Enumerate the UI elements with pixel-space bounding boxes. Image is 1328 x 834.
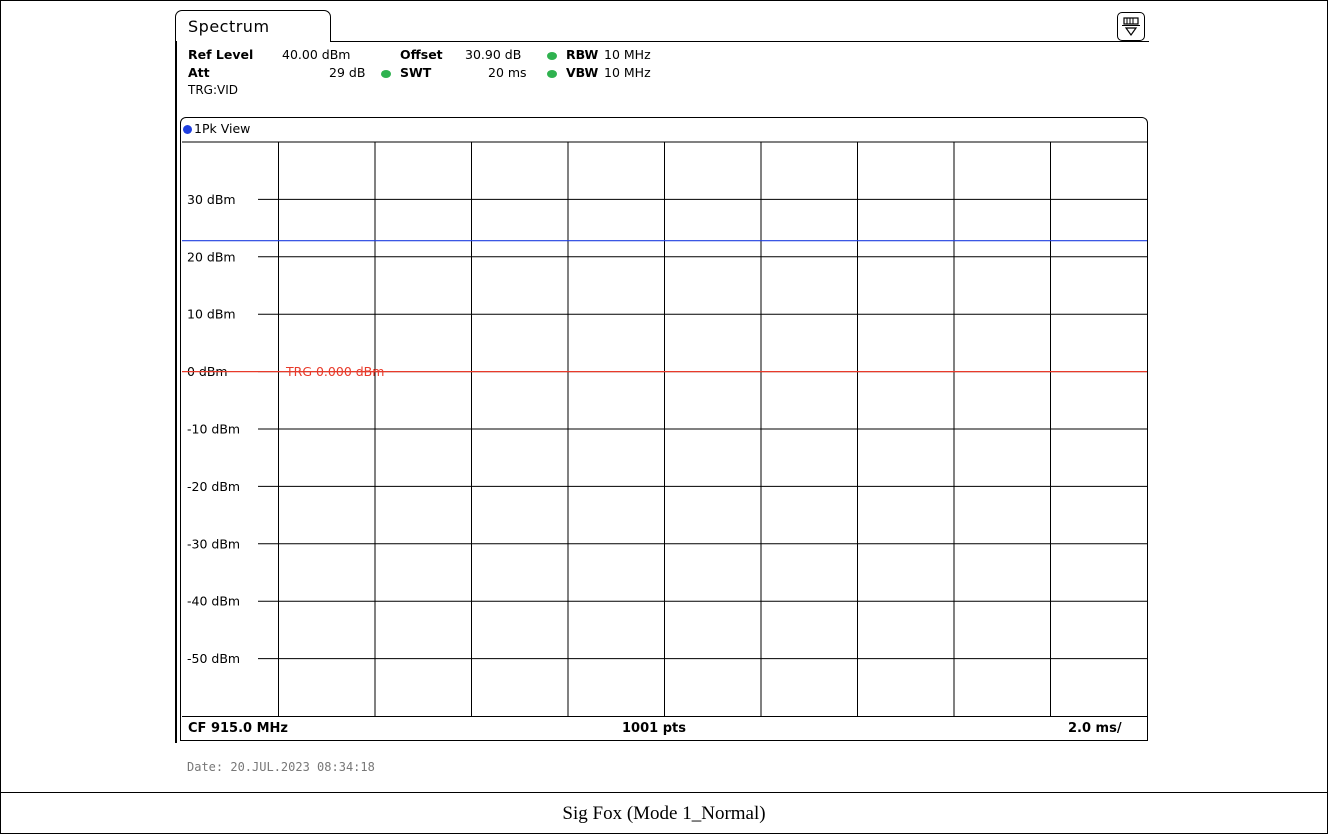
frame-left-border <box>175 41 177 743</box>
footer-separator <box>182 716 1147 717</box>
rbw-indicator-icon <box>547 52 557 60</box>
tab-spectrum[interactable]: Spectrum <box>175 10 331 42</box>
swt-indicator-icon <box>547 70 557 78</box>
att-indicator-icon <box>381 70 391 78</box>
plot-grid <box>182 141 1147 716</box>
y-tick-label: 30 dBm <box>187 192 236 207</box>
ref-level-label: Ref Level <box>188 47 254 62</box>
y-tick-label: 10 dBm <box>187 307 236 322</box>
view-label: 1Pk View <box>194 121 251 136</box>
offset-label: Offset <box>400 47 443 62</box>
y-tick-label: -30 dBm <box>187 536 240 551</box>
view-window <box>180 117 1148 741</box>
tab-label: Spectrum <box>188 17 270 36</box>
att-label: Att <box>188 65 210 80</box>
rbw-label: RBW <box>566 47 599 62</box>
time-per-division: 2.0 ms/ <box>1068 721 1122 736</box>
vbw-value: 10 MHz <box>604 65 651 80</box>
screenshot-date: Date: 20.JUL.2023 08:34:18 <box>187 760 375 774</box>
trigger-level-label: TRG 0.000 dBm <box>285 364 384 379</box>
swt-value: 20 ms <box>488 65 527 80</box>
ref-level-value: 40.00 dBm <box>282 47 351 62</box>
display-menu-button[interactable] <box>1117 12 1145 41</box>
vbw-label: VBW <box>566 65 599 80</box>
trigger-mode: TRG:VID <box>188 83 238 97</box>
plot-traces: TRG 0.000 dBm <box>182 240 1147 379</box>
rbw-value: 10 MHz <box>604 47 651 62</box>
y-tick-label: -50 dBm <box>187 651 240 666</box>
view-indicator-icon <box>183 125 192 134</box>
att-value: 29 dB <box>329 65 366 80</box>
caption-separator <box>0 792 1328 793</box>
center-frequency: CF 915.0 MHz <box>188 721 288 736</box>
y-tick-label: -20 dBm <box>187 479 240 494</box>
display-menu-icon <box>1122 17 1140 37</box>
y-tick-label: -10 dBm <box>187 422 240 437</box>
y-tick-label: 20 dBm <box>187 249 236 264</box>
offset-value: 30.90 dB <box>465 47 522 62</box>
tab-baseline <box>331 41 1149 42</box>
sweep-points: 1001 pts <box>622 721 686 736</box>
y-tick-label: -40 dBm <box>187 594 240 609</box>
figure-caption: Sig Fox (Mode 1_Normal) <box>562 803 766 824</box>
swt-label: SWT <box>400 65 432 80</box>
